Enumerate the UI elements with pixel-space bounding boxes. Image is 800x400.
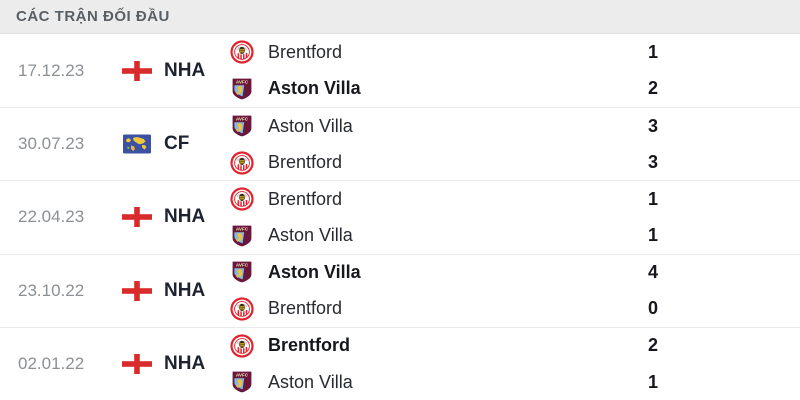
team-score: 1: [647, 41, 658, 62]
panel-title: CÁC TRẬN ĐỐI ĐẦU: [16, 8, 170, 25]
team-line[interactable]: Brentford 1: [230, 181, 666, 218]
team-line[interactable]: Brentford 2: [230, 327, 666, 364]
team-name: Aston Villa: [268, 371, 353, 392]
competition-label: NHA: [164, 352, 206, 374]
world-map-icon: [122, 134, 152, 154]
teams-cell: Brentford 2 Aston Villa 1: [230, 327, 666, 400]
aston-villa-logo: [230, 224, 254, 248]
team-score: 1: [647, 188, 658, 209]
team-score: 3: [647, 115, 658, 136]
team-score: 3: [647, 152, 658, 173]
teams-cell: Aston Villa 4 Brentford 0: [230, 254, 666, 327]
competition-cell: CF: [104, 133, 230, 155]
team-name: Aston Villa: [268, 78, 361, 99]
teams-cell: Brentford 1 Aston Villa 2: [230, 34, 666, 107]
competition-cell: NHA: [104, 206, 230, 228]
competition-label: NHA: [164, 59, 206, 81]
competition-cell: NHA: [104, 60, 230, 82]
team-line[interactable]: Brentford 0: [230, 291, 666, 328]
competition-cell: NHA: [104, 280, 230, 302]
match-date: 02.01.22: [18, 353, 85, 373]
team-name: Aston Villa: [268, 115, 353, 136]
england-flag-icon: [122, 60, 152, 81]
aston-villa-logo: [230, 114, 254, 138]
brentford-logo: [230, 187, 254, 212]
team-score: 2: [647, 335, 658, 356]
aston-villa-logo: [230, 77, 254, 101]
team-name: Brentford: [268, 188, 343, 209]
team-line[interactable]: Aston Villa 2: [230, 71, 666, 108]
england-flag-icon: [122, 207, 152, 228]
team-line[interactable]: Aston Villa 3: [230, 108, 666, 145]
team-name: Aston Villa: [268, 261, 361, 282]
panel-header: CÁC TRẬN ĐỐI ĐẦU: [0, 0, 800, 34]
team-line[interactable]: Aston Villa 1: [230, 217, 666, 254]
brentford-logo: [230, 333, 254, 358]
match-row[interactable]: 30.07.23 CF Aston Villa 3 Brentford 3: [0, 107, 800, 181]
team-line[interactable]: Brentford 3: [230, 144, 666, 181]
team-name: Brentford: [268, 41, 343, 62]
teams-cell: Brentford 1 Aston Villa 1: [230, 181, 666, 254]
aston-villa-logo: [230, 260, 254, 284]
team-score: 0: [647, 298, 658, 319]
team-name: Brentford: [268, 298, 343, 319]
brentford-logo: [230, 150, 254, 175]
competition-label: NHA: [164, 279, 206, 301]
team-line[interactable]: Aston Villa 4: [230, 254, 666, 291]
team-name: Brentford: [268, 335, 350, 356]
match-date: 17.12.23: [18, 60, 85, 80]
team-line[interactable]: Brentford 1: [230, 34, 666, 71]
match-list: 17.12.23 NHA Brentford 1 Aston Villa 2: [0, 34, 800, 400]
match-date: 30.07.23: [18, 134, 85, 154]
team-score: 1: [647, 225, 658, 246]
team-score: 1: [647, 371, 658, 392]
competition-label: NHA: [164, 206, 206, 228]
match-row[interactable]: 22.04.23 NHA Brentford 1 Aston Villa 1: [0, 180, 800, 254]
england-flag-icon: [122, 280, 152, 301]
team-line[interactable]: Aston Villa 1: [230, 364, 666, 400]
brentford-logo: [230, 296, 254, 321]
match-date: 23.10.22: [18, 280, 85, 300]
competition-cell: NHA: [104, 353, 230, 375]
teams-cell: Aston Villa 3 Brentford 3: [230, 108, 666, 181]
brentford-logo: [230, 40, 254, 65]
team-name: Aston Villa: [268, 225, 353, 246]
match-row[interactable]: 02.01.22 NHA Brentford 2 Aston Villa 1: [0, 326, 800, 400]
match-row[interactable]: 17.12.23 NHA Brentford 1 Aston Villa 2: [0, 34, 800, 108]
team-name: Brentford: [268, 152, 343, 173]
match-row[interactable]: 23.10.22 NHA Aston Villa 4 Brentford 0: [0, 253, 800, 327]
match-date: 22.04.23: [18, 207, 85, 227]
england-flag-icon: [122, 353, 152, 374]
aston-villa-logo: [230, 370, 254, 394]
competition-label: CF: [164, 133, 190, 155]
team-score: 2: [647, 78, 658, 99]
team-score: 4: [647, 261, 658, 282]
